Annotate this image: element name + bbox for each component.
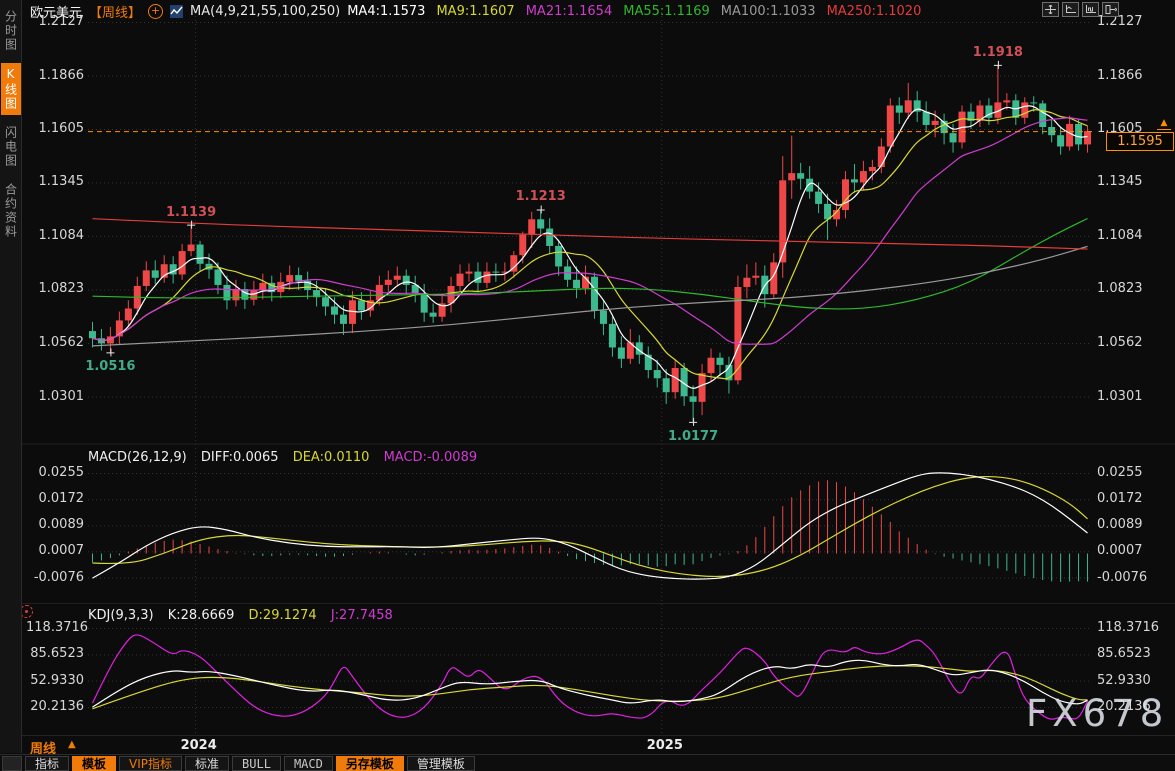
macd-macd-value: MACD:-0.0089 bbox=[383, 450, 478, 465]
price-annotation: 1.1139 bbox=[165, 204, 217, 220]
macd-axis-label: -0.0076 bbox=[33, 569, 84, 585]
sidebar-item-contract-info[interactable]: 合约资料 bbox=[3, 183, 18, 239]
kdj-axis-label: 52.9330 bbox=[1097, 672, 1151, 688]
tabbar-lead-icon[interactable] bbox=[2, 755, 22, 771]
ma-values: MA4:1.1573 MA9:1.1607 MA21:1.1654 MA55:1.11… bbox=[347, 4, 932, 19]
ma-settings-icon[interactable] bbox=[170, 4, 184, 18]
footer-tab-standard[interactable]: 标准 bbox=[185, 755, 230, 771]
sidebar-item-flash-chart[interactable]: 闪电图 bbox=[3, 126, 18, 168]
macd-axis-label: 0.0255 bbox=[38, 465, 85, 480]
ma-value-4: MA100:1.1033 bbox=[720, 3, 816, 19]
price-axis-label: 1.1084 bbox=[1097, 227, 1143, 243]
kdj-header: KDJ(9,3,3) K:28.6669 D:29.1274 J:27.7458 bbox=[88, 608, 403, 623]
ma-value-0: MA4:1.1573 bbox=[347, 3, 426, 19]
macd-dea-value: DEA:0.0110 bbox=[292, 450, 370, 465]
symbol-name: 欧元美元 bbox=[30, 5, 83, 21]
bottom-tab-bar: 指标 模板 VIP指标 标准 BULL MACD 另存模板 管理模板 bbox=[0, 754, 1175, 771]
price-annotation: 1.1213 bbox=[515, 189, 566, 205]
price-axis-label: 1.0562 bbox=[1097, 334, 1143, 350]
x-axis-year-2024: 2024 bbox=[180, 738, 217, 753]
footer-tab-manage-template[interactable]: 管理模板 bbox=[406, 755, 475, 771]
footer-tab-save-as-template[interactable]: 另存模板 bbox=[335, 755, 404, 771]
ma-group-label: MA(4,9,21,55,100,250) bbox=[190, 3, 341, 19]
chart-header: 欧元美元 【周线】 + MA(4,9,21,55,100,250) MA4:1.1… bbox=[30, 2, 932, 21]
macd-axis-label: -0.0076 bbox=[1097, 569, 1148, 585]
kdj-axis-label: 118.3716 bbox=[26, 620, 89, 635]
footer-tab-macd[interactable]: MACD bbox=[283, 755, 333, 771]
price-arrow-icon: ▲ bbox=[1157, 119, 1171, 130]
price-axis-label: 1.1345 bbox=[38, 174, 85, 190]
watermark: FX678 bbox=[1026, 692, 1169, 735]
footer-tab-vip-indicator[interactable]: VIP指标 bbox=[119, 755, 183, 771]
sidebar-item-minute-chart[interactable]: 分时图 bbox=[3, 10, 18, 52]
macd-axis-label: 0.0089 bbox=[38, 517, 85, 533]
price-axis-label: 1.0301 bbox=[38, 388, 85, 404]
kdj-axis-label: 20.2136 bbox=[1097, 699, 1151, 714]
footer-tab-bull[interactable]: BULL bbox=[232, 755, 281, 771]
price-axis-label: 1.1605 bbox=[38, 121, 85, 137]
ma-value-3: MA55:1.1169 bbox=[623, 3, 710, 19]
ma-value-5: MA250:1.1020 bbox=[826, 3, 922, 19]
kdj-j-value: J:27.7458 bbox=[330, 608, 393, 623]
macd-header: MACD(26,12,9) DIFF:0.0065 DEA:0.0110 MAC… bbox=[88, 450, 487, 465]
macd-title: MACD(26,12,9) bbox=[88, 450, 187, 465]
price-axis-label: 1.2127 bbox=[1097, 14, 1143, 29]
price-axis-label: 1.1866 bbox=[1097, 67, 1143, 83]
chart-canvas[interactable] bbox=[22, 0, 1175, 753]
price-axis-label: 1.1866 bbox=[38, 67, 85, 83]
kdj-d-value: D:29.1274 bbox=[248, 608, 317, 623]
axis-scale-icon[interactable] bbox=[1062, 2, 1079, 17]
macd-diff-value: DIFF:0.0065 bbox=[200, 450, 279, 465]
current-price-tag: 1.1595 bbox=[1106, 132, 1174, 151]
footer-tab-template[interactable]: 模板 bbox=[72, 755, 117, 771]
macd-axis-label: 0.0007 bbox=[38, 543, 85, 559]
macd-axis-label: 0.0007 bbox=[1097, 543, 1143, 559]
price-axis-label: 1.0301 bbox=[1097, 388, 1143, 404]
footer-tab-indicator[interactable]: 指标 bbox=[25, 755, 70, 771]
axis-playback-icon[interactable] bbox=[1082, 2, 1099, 17]
kdj-k-value: K:28.6669 bbox=[167, 608, 235, 623]
period-selector[interactable]: 周线 bbox=[30, 742, 57, 757]
macd-axis-label: 0.0089 bbox=[1097, 517, 1143, 533]
left-sidebar: 分时图 K线图闪电图合约资料 bbox=[0, 0, 22, 753]
add-symbol-icon[interactable]: + bbox=[148, 3, 164, 19]
period-arrow-icon[interactable]: ▲ bbox=[68, 739, 76, 750]
price-axis-label: 1.0562 bbox=[38, 334, 85, 350]
kdj-axis-label: 20.2136 bbox=[30, 699, 84, 714]
price-axis-label: 1.2127 bbox=[38, 14, 85, 29]
price-axis-label: 1.0823 bbox=[38, 281, 85, 297]
macd-axis-label: 0.0172 bbox=[1097, 491, 1143, 507]
ma-value-2: MA21:1.1654 bbox=[525, 3, 613, 19]
kdj-axis-label: 85.6523 bbox=[1097, 646, 1151, 662]
kdj-axis-label: 85.6523 bbox=[30, 646, 84, 662]
x-axis-year-2025: 2025 bbox=[646, 738, 683, 753]
macd-axis-label: 0.0172 bbox=[38, 491, 85, 507]
kdj-axis-label: 52.9330 bbox=[30, 672, 84, 688]
kdj-title: KDJ(9,3,3) bbox=[88, 608, 154, 623]
price-axis-label: 1.1084 bbox=[38, 227, 85, 243]
price-annotation: 1.1918 bbox=[972, 44, 1023, 60]
x-axis-row: 周线 ▲ 2024 2025 bbox=[0, 735, 1175, 757]
price-axis-label: 1.0823 bbox=[1097, 281, 1143, 297]
collapse-panel-icon[interactable] bbox=[1102, 2, 1119, 17]
crosshair-icon[interactable] bbox=[1042, 2, 1059, 17]
ma-value-1: MA9:1.1607 bbox=[436, 3, 515, 19]
period-label: 【周线】 bbox=[89, 5, 142, 21]
sidebar-item-candle-chart[interactable]: K线图 bbox=[0, 63, 21, 115]
price-annotation: 1.0516 bbox=[85, 359, 136, 375]
kdj-axis-label: 118.3716 bbox=[1097, 620, 1160, 635]
macd-axis-label: 0.0255 bbox=[1097, 465, 1143, 480]
price-annotation: 1.0177 bbox=[667, 428, 719, 444]
chart-toolbar bbox=[1042, 2, 1119, 17]
price-axis-label: 1.1345 bbox=[1097, 174, 1143, 190]
